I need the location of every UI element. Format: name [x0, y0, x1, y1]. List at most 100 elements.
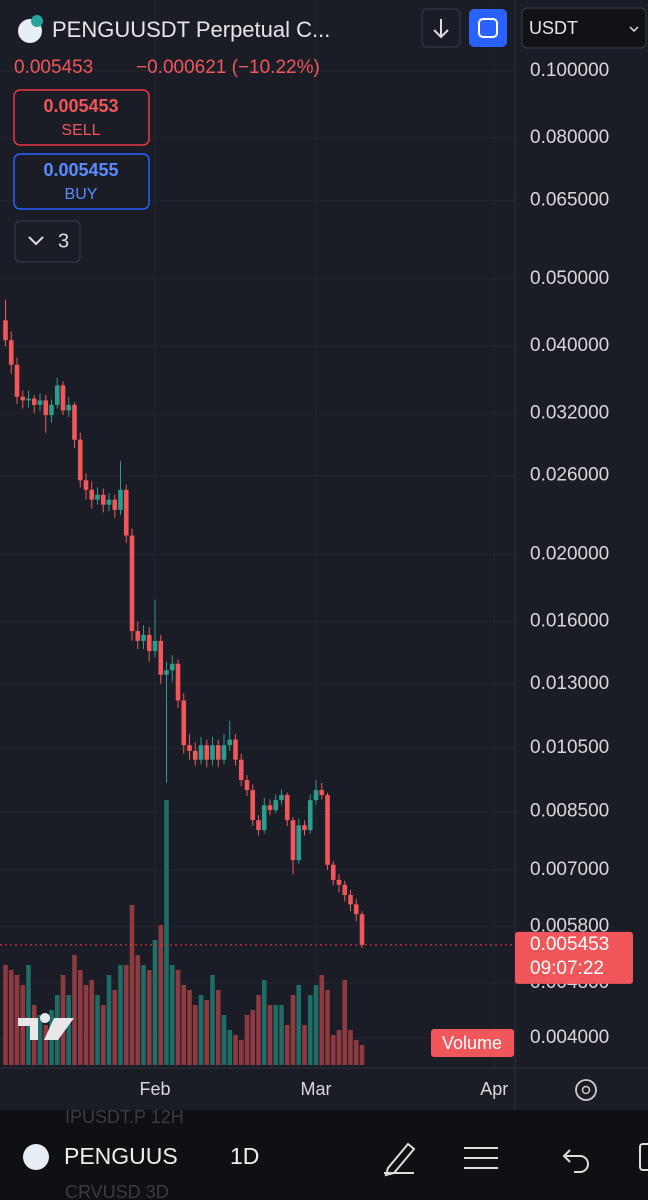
currency-select[interactable] — [521, 7, 647, 49]
candle-body — [238, 759, 244, 781]
volume-bar — [261, 980, 267, 1065]
volume-bar — [43, 1025, 49, 1065]
sell-button[interactable] — [13, 89, 150, 146]
candle-body — [325, 795, 330, 865]
volume-bar — [221, 1015, 227, 1065]
volume-bar — [210, 975, 215, 1065]
volume-bar — [77, 970, 83, 1065]
toolbar-symbol[interactable]: PENGUUS — [64, 1143, 178, 1169]
volume-bar — [348, 1030, 353, 1065]
volume-bar — [83, 985, 89, 1065]
volume-bar — [215, 990, 221, 1065]
volume-bar — [198, 995, 204, 1065]
candle-body — [313, 790, 319, 801]
volume-bar — [290, 995, 296, 1065]
indicators-toggle[interactable] — [14, 220, 81, 263]
volume-bar — [123, 965, 129, 1065]
candle-body — [233, 739, 238, 760]
candle-body — [3, 320, 8, 341]
more-icon[interactable] — [639, 1143, 648, 1171]
sell-price: 0.005453 — [43, 96, 118, 116]
candle-body — [54, 385, 60, 405]
candle-body — [198, 745, 204, 760]
y-tick-label: 0.004000 — [530, 1027, 609, 1048]
candle-body — [14, 364, 20, 397]
volume-bar — [204, 1000, 210, 1065]
volume-bar — [296, 985, 302, 1065]
volume-bar — [227, 1030, 233, 1065]
candle-body — [118, 489, 123, 510]
volume-bar — [353, 1040, 359, 1065]
toolbar-interval[interactable]: 1D — [230, 1143, 259, 1169]
volume-bar — [14, 975, 20, 1065]
candle-body — [267, 805, 273, 811]
fullscreen-button[interactable] — [469, 9, 507, 47]
y-tick-label: 0.026000 — [530, 465, 609, 486]
symbol-title[interactable]: PENGUUSDT Perpetual C... — [52, 17, 330, 42]
volume-bar — [8, 970, 14, 1065]
volume-bar — [66, 995, 72, 1065]
draw-icon[interactable] — [384, 1142, 416, 1177]
volume-bar — [244, 1015, 250, 1065]
candle-body — [106, 499, 112, 505]
candle-body — [296, 825, 302, 861]
volume-bar — [267, 1005, 273, 1065]
candle-body — [250, 790, 256, 821]
candle-body — [175, 663, 181, 701]
candle-body — [83, 480, 89, 490]
y-tick-label: 0.032000 — [530, 402, 609, 423]
y-tick-label: 0.016000 — [530, 611, 609, 632]
volume-bar — [330, 1035, 336, 1065]
currency-label: USDT — [529, 18, 578, 38]
volume-bar — [26, 965, 31, 1065]
buy-label: BUY — [65, 186, 98, 203]
volume-bar — [279, 1005, 284, 1065]
candle-body — [359, 914, 365, 945]
y-tick-label: 0.010500 — [530, 737, 609, 758]
y-tick-label: 0.005800 — [530, 915, 609, 936]
volume-bar — [152, 940, 158, 1065]
candle-body — [215, 745, 221, 760]
exchange-badge — [31, 15, 43, 27]
candle-body — [26, 398, 31, 401]
candle-body — [72, 404, 77, 440]
chevron — [28, 236, 44, 246]
volume-bar — [256, 995, 261, 1065]
candle-body — [164, 670, 169, 675]
undo-icon[interactable] — [562, 1149, 589, 1173]
volume-bar — [336, 1030, 342, 1065]
candle-body — [319, 790, 325, 796]
candle-body — [342, 884, 348, 895]
candle-body — [227, 739, 233, 746]
candle-body — [181, 700, 187, 746]
volume-bar — [112, 990, 118, 1065]
volume-bar — [319, 975, 325, 1065]
volume-bar — [302, 1025, 307, 1065]
volume-bar — [3, 965, 8, 1065]
candle-body — [244, 780, 250, 791]
volume-bar — [238, 1040, 244, 1065]
candle-body — [192, 750, 198, 760]
y-tick-label: 0.013000 — [530, 673, 609, 694]
candle-body — [221, 745, 227, 760]
candle-body — [135, 631, 141, 641]
volume-bar — [141, 965, 146, 1065]
settings-sliders-icon[interactable] — [464, 1147, 498, 1169]
y-tick-label: 0.100000 — [530, 60, 609, 81]
volume-bar — [135, 955, 141, 1065]
y-tick-label: 0.050000 — [530, 268, 609, 289]
candle-body — [302, 825, 307, 831]
sell-label: SELL — [61, 122, 100, 139]
candle-body — [169, 663, 175, 671]
volume-bar — [187, 990, 192, 1065]
volume-bar — [192, 1005, 198, 1065]
volume-bar — [169, 965, 175, 1065]
candle-body — [95, 494, 100, 500]
volume-bar — [313, 985, 319, 1065]
settings-icon[interactable] — [575, 1079, 597, 1101]
buy-button[interactable] — [13, 153, 150, 210]
volume-bar — [325, 990, 330, 1065]
candle-body — [129, 535, 135, 632]
indicator-count: 3 — [58, 230, 69, 252]
